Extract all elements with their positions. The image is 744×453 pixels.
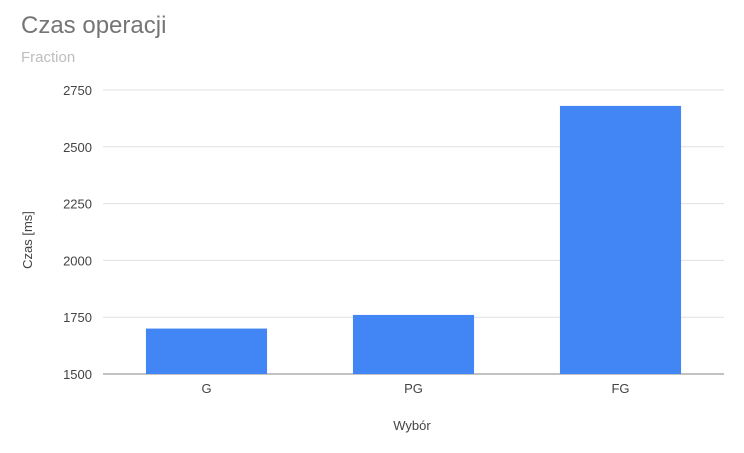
chart-subtitle: Fraction	[21, 49, 76, 66]
x-tick-label: PG	[404, 381, 423, 396]
bars	[145, 105, 682, 375]
y-tick-label: 1500	[63, 367, 92, 382]
y-tick-label: 2000	[63, 253, 92, 268]
chart-title: Czas operacji	[21, 12, 167, 39]
y-tick-label: 2250	[63, 197, 92, 212]
x-axis-label: Wybór	[393, 418, 431, 433]
y-tick-label: 2750	[63, 83, 92, 98]
bar-fg	[559, 105, 682, 375]
y-axis-label: Czas [ms]	[20, 211, 35, 269]
x-tick-labels: G PG FG	[201, 381, 629, 396]
y-tick-label: 2500	[63, 140, 92, 155]
bar-g	[145, 328, 268, 374]
x-tick-label: FG	[611, 381, 629, 396]
y-tick-label: 1750	[63, 310, 92, 325]
bar-pg	[352, 314, 475, 374]
y-tick-labels: 1500 1750 2000 2250 2500 2750	[63, 83, 92, 382]
x-tick-label: G	[201, 381, 211, 396]
